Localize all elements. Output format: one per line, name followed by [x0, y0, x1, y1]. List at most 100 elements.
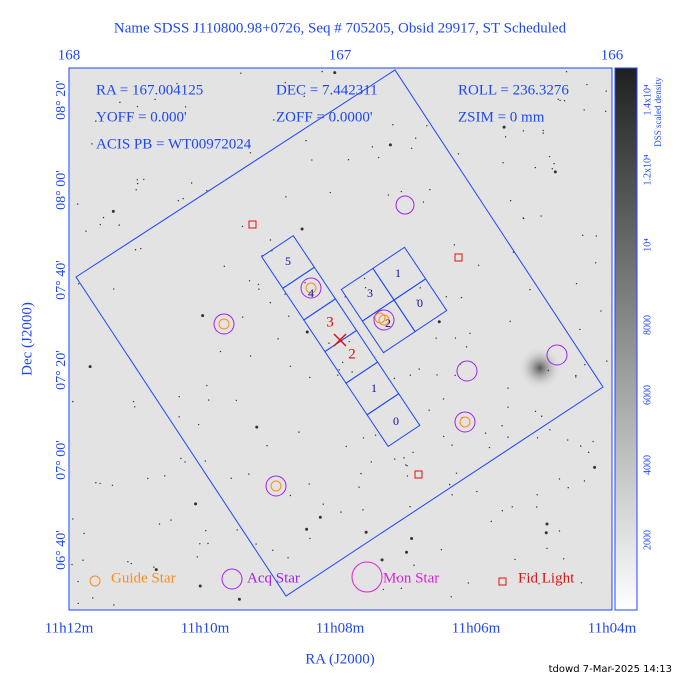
field-star	[206, 384, 208, 387]
field-star	[507, 436, 509, 438]
field-star	[575, 282, 578, 285]
legend-label: Fid Light	[518, 570, 575, 586]
field-star	[340, 511, 342, 513]
field-star	[329, 191, 331, 194]
field-star	[77, 602, 79, 605]
field-star	[360, 472, 362, 475]
x-tick-label: 11h12m	[45, 620, 94, 636]
field-star	[429, 189, 431, 191]
field-star	[72, 518, 74, 520]
field-star	[293, 119, 295, 121]
field-star	[409, 374, 412, 376]
field-star	[440, 548, 443, 551]
field-star	[406, 464, 408, 467]
field-star	[406, 475, 409, 477]
x-tick-label: 11h10m	[181, 620, 230, 636]
field-star	[288, 315, 290, 317]
field-star	[370, 461, 373, 463]
field-star	[450, 596, 452, 598]
field-star	[409, 505, 411, 508]
field-star	[467, 582, 470, 584]
s-chip-label: 1	[371, 381, 377, 395]
title: Name SDSS J110800.98+0726, Seq # 705205,…	[114, 20, 567, 36]
field-star	[351, 371, 353, 373]
colorbar-title: DSS scaled density	[653, 77, 663, 147]
x-tick-label: 11h08m	[316, 620, 365, 636]
field-star	[176, 82, 178, 85]
info-acis: ACIS PB = WT00972024	[96, 136, 252, 152]
field-star	[111, 484, 114, 486]
field-star	[284, 293, 286, 295]
field-star	[442, 435, 445, 438]
field-star	[136, 182, 139, 185]
field-star	[587, 451, 590, 454]
field-star	[388, 143, 392, 147]
field-star	[511, 506, 513, 508]
field-star	[377, 156, 380, 159]
colorbar-tick-label: 4000	[642, 455, 653, 475]
field-star	[164, 475, 166, 477]
field-star	[348, 340, 350, 343]
field-star	[113, 288, 115, 290]
footer: tdowd 7-Mar-2025 14:13	[549, 664, 672, 675]
field-star	[255, 543, 257, 545]
field-star	[201, 314, 205, 318]
field-star	[136, 105, 139, 108]
field-star	[205, 529, 207, 532]
field-star	[558, 530, 561, 532]
field-star	[318, 515, 322, 519]
field-star	[113, 604, 115, 606]
field-star	[95, 482, 97, 484]
x-axis-title: RA (J2000)	[305, 651, 375, 667]
field-star	[553, 163, 555, 165]
field-star	[269, 301, 272, 304]
i-chip-label: 2	[385, 316, 391, 330]
i-chip-label: 3	[367, 286, 373, 300]
field-star	[304, 282, 306, 284]
field-star	[575, 376, 577, 378]
field-star	[558, 478, 561, 480]
legend-mon-icon	[351, 561, 383, 593]
field-star	[435, 337, 437, 339]
field-star	[414, 137, 417, 139]
field-star	[219, 350, 222, 353]
field-star	[484, 432, 487, 434]
field-star	[451, 494, 453, 496]
field-star	[536, 437, 539, 439]
field-star	[257, 283, 260, 286]
field-star	[465, 346, 468, 348]
info-zsim: ZSIM = 0 mm	[458, 109, 545, 125]
field-star	[99, 482, 101, 485]
field-star	[337, 374, 339, 376]
s-chip-label: 4	[308, 286, 314, 300]
field-star	[567, 487, 569, 489]
field-star	[347, 159, 350, 161]
colorbar-tick-label: 6000	[642, 385, 653, 405]
field-stars	[71, 70, 608, 606]
field-star	[393, 377, 396, 380]
field-star	[223, 265, 225, 268]
field-star	[437, 320, 441, 324]
field-star	[380, 558, 384, 562]
field-star	[91, 143, 93, 145]
info-zoff: ZOFF = 0.0000'	[276, 109, 373, 125]
field-star	[162, 112, 165, 114]
field-star	[289, 365, 292, 367]
field-star	[592, 440, 594, 443]
field-star	[445, 296, 447, 298]
field-star	[529, 288, 531, 291]
field-star	[364, 286, 367, 289]
field-star	[419, 287, 421, 289]
field-star	[546, 547, 548, 550]
field-star	[604, 110, 607, 113]
field-star	[542, 129, 544, 132]
field-star	[190, 182, 193, 184]
field-star	[418, 368, 420, 370]
field-star	[311, 159, 313, 161]
field-star	[457, 153, 460, 155]
x-tick-label: 11h04m	[588, 620, 637, 636]
field-star	[540, 415, 543, 417]
field-star	[182, 197, 184, 200]
field-star	[147, 477, 149, 480]
field-star	[208, 399, 210, 401]
